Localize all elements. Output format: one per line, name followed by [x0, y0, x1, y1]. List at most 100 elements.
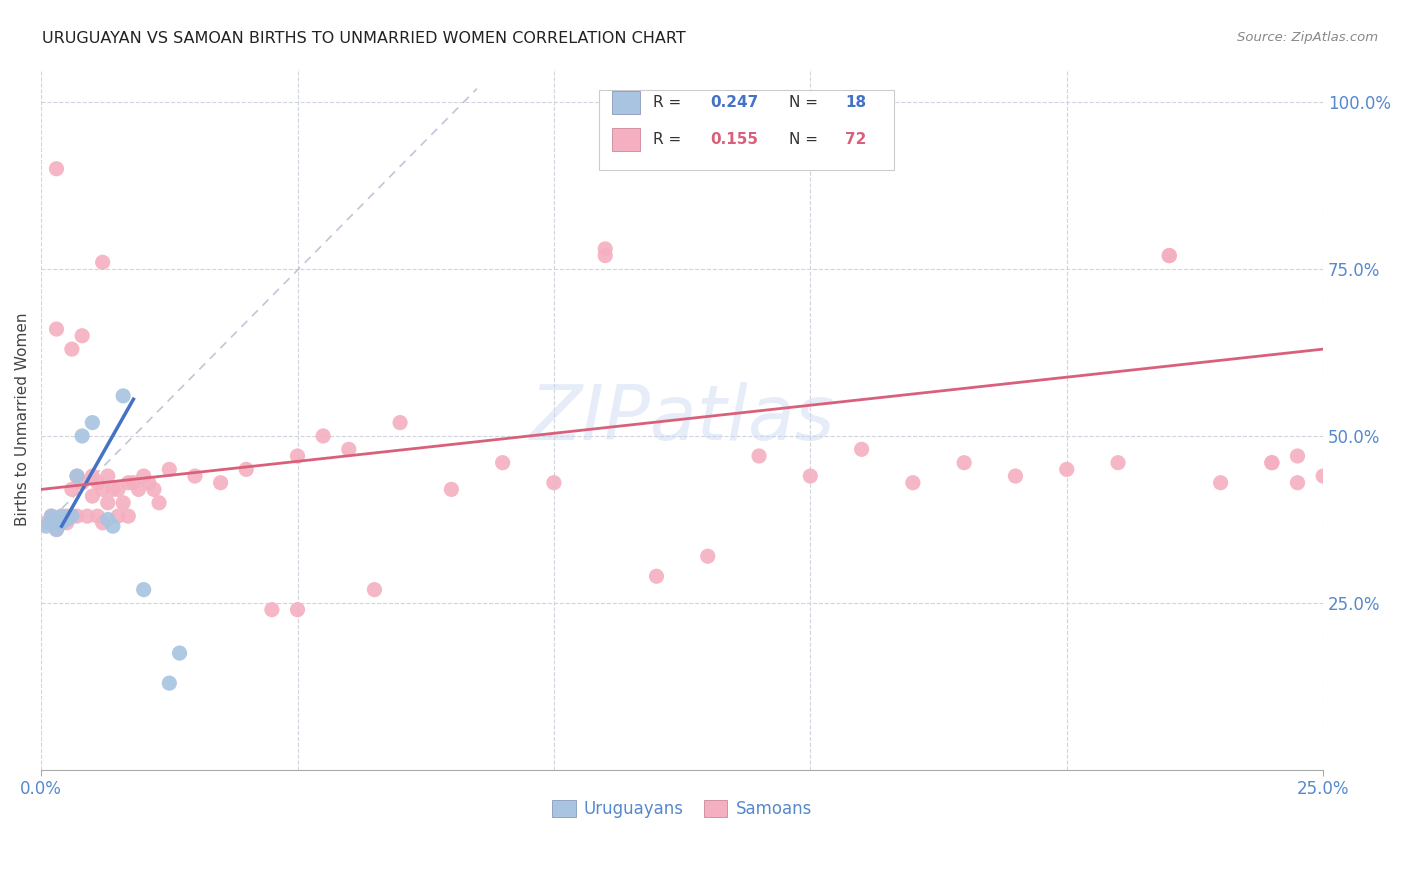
Point	[128, 483, 150, 497]
Text: R =: R =	[652, 132, 686, 147]
Point	[41, 509, 63, 524]
Point	[593, 249, 616, 263]
Point	[1159, 249, 1181, 263]
Point	[82, 489, 104, 503]
Point	[35, 516, 58, 530]
Point	[112, 389, 135, 403]
Y-axis label: Births to Unmarried Women: Births to Unmarried Women	[15, 312, 30, 526]
Point	[45, 512, 67, 526]
Point	[117, 475, 139, 490]
Point	[1261, 456, 1284, 470]
Point	[1286, 475, 1309, 490]
Point	[91, 483, 114, 497]
Point	[287, 602, 309, 616]
Point	[645, 569, 668, 583]
Point	[184, 469, 207, 483]
Point	[312, 429, 335, 443]
Point	[1261, 456, 1284, 470]
Point	[142, 483, 165, 497]
Point	[55, 516, 77, 530]
Point	[60, 342, 83, 356]
Text: N =: N =	[789, 95, 823, 110]
Point	[1056, 462, 1078, 476]
Point	[45, 523, 67, 537]
Point	[1312, 469, 1334, 483]
Point	[86, 475, 108, 490]
Point	[35, 519, 58, 533]
Point	[70, 429, 93, 443]
Point	[901, 475, 924, 490]
Point	[70, 475, 93, 490]
Point	[148, 496, 170, 510]
Text: 0.247: 0.247	[710, 95, 759, 110]
Point	[287, 449, 309, 463]
FancyBboxPatch shape	[612, 91, 640, 114]
Point	[235, 462, 257, 476]
Point	[1159, 249, 1181, 263]
Point	[60, 509, 83, 524]
Point	[41, 516, 63, 530]
Text: 18: 18	[845, 95, 866, 110]
Point	[86, 509, 108, 524]
Point	[157, 462, 180, 476]
Point	[41, 509, 63, 524]
Point	[440, 483, 463, 497]
Point	[209, 475, 232, 490]
Point	[66, 469, 89, 483]
Point	[101, 519, 124, 533]
Point	[112, 496, 135, 510]
Point	[45, 322, 67, 336]
Point	[66, 469, 89, 483]
Point	[51, 516, 73, 530]
Point	[60, 509, 83, 524]
Point	[70, 328, 93, 343]
Text: URUGUAYAN VS SAMOAN BIRTHS TO UNMARRIED WOMEN CORRELATION CHART: URUGUAYAN VS SAMOAN BIRTHS TO UNMARRIED …	[42, 31, 686, 46]
Point	[491, 456, 513, 470]
Point	[363, 582, 385, 597]
Point	[101, 483, 124, 497]
Point	[593, 242, 616, 256]
Point	[107, 509, 129, 524]
Point	[60, 483, 83, 497]
Point	[132, 469, 155, 483]
Point	[953, 456, 976, 470]
Point	[51, 509, 73, 524]
Point	[169, 646, 191, 660]
Point	[82, 416, 104, 430]
Point	[1209, 475, 1232, 490]
Text: 72: 72	[845, 132, 866, 147]
Point	[66, 509, 89, 524]
Point	[389, 416, 412, 430]
Point	[132, 582, 155, 597]
FancyBboxPatch shape	[599, 89, 894, 170]
Point	[337, 442, 360, 457]
Text: 0.155: 0.155	[710, 132, 758, 147]
Text: ZIPatlas: ZIPatlas	[530, 383, 835, 457]
Text: N =: N =	[789, 132, 823, 147]
Point	[51, 516, 73, 530]
Point	[76, 509, 98, 524]
Point	[51, 509, 73, 524]
Point	[157, 676, 180, 690]
Point	[45, 523, 67, 537]
Point	[97, 496, 120, 510]
Point	[748, 449, 770, 463]
Point	[138, 475, 160, 490]
Point	[260, 602, 283, 616]
Point	[82, 469, 104, 483]
Point	[91, 516, 114, 530]
Point	[97, 469, 120, 483]
Legend: Uruguayans, Samoans: Uruguayans, Samoans	[546, 793, 818, 825]
Point	[117, 509, 139, 524]
Point	[696, 549, 718, 564]
Text: R =: R =	[652, 95, 686, 110]
Point	[55, 509, 77, 524]
Point	[107, 483, 129, 497]
Point	[45, 161, 67, 176]
FancyBboxPatch shape	[612, 128, 640, 152]
Point	[97, 512, 120, 526]
Point	[91, 255, 114, 269]
Point	[122, 475, 145, 490]
Point	[543, 475, 565, 490]
Point	[1286, 449, 1309, 463]
